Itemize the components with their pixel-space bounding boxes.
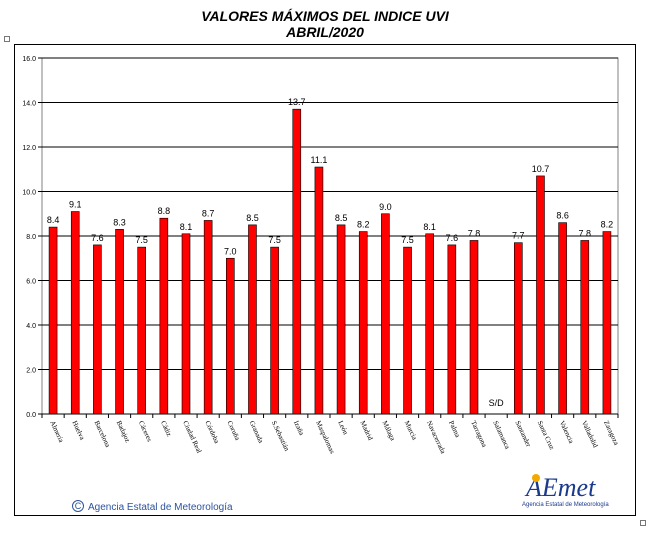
aemet-logo-icon: AEmet <box>524 473 596 502</box>
y-tick-label: 10.0 <box>22 190 36 197</box>
x-category-label: Maspalomas <box>314 419 336 455</box>
bar-18 <box>447 244 457 415</box>
x-category-label: Almería <box>48 419 65 444</box>
bar-value-label: 8.4 <box>47 215 60 225</box>
bar-3 <box>115 229 124 415</box>
bar-9 <box>248 224 257 415</box>
bar-value-label: 8.3 <box>113 217 126 227</box>
bar-value-label: 8.7 <box>202 208 215 218</box>
x-category-label: Badajoz <box>115 419 132 443</box>
bar-value-label: 13.7 <box>288 97 306 107</box>
x-category-label: Cádiz <box>159 419 173 437</box>
chart-subtitle: ABRIL/2020 <box>286 24 364 40</box>
x-category-label: Barcelona <box>93 419 113 449</box>
bar-16 <box>403 246 412 415</box>
x-category-label: Izaña <box>292 419 306 437</box>
bar-6 <box>181 233 191 415</box>
chart-title: VALORES MÁXIMOS DEL INDICE UVI <box>201 8 449 24</box>
x-category-label: Ciudad Real <box>181 419 203 454</box>
bar-value-label: 7.5 <box>268 235 281 245</box>
bar-value-label: 7.7 <box>512 231 525 241</box>
bar-19 <box>469 240 479 415</box>
bar-23 <box>558 222 567 415</box>
bar-value-label: 8.5 <box>246 213 259 223</box>
x-category-label: Santander <box>513 419 532 448</box>
y-tick-label: 4.0 <box>26 323 36 330</box>
y-tick-label: 6.0 <box>26 279 36 286</box>
x-category-label: Tarragona <box>469 419 489 449</box>
bar-4 <box>137 246 146 415</box>
x-category-label: Valencia <box>558 419 576 445</box>
bar-value-label: 7.5 <box>401 235 414 245</box>
bar-value-label: 8.8 <box>158 206 171 216</box>
bar-0 <box>48 226 58 415</box>
y-tick-label: 0.0 <box>26 412 36 419</box>
x-category-label: Salamanca <box>491 419 511 451</box>
bar-1 <box>70 211 80 415</box>
bar-11 <box>292 108 302 415</box>
bar-24 <box>580 240 590 415</box>
bar-7 <box>203 220 213 415</box>
bar-13 <box>336 224 346 415</box>
x-category-label: S.Sebastián <box>270 419 291 452</box>
aemet-logo-subtitle: Agencia Estatal de Meteorología <box>522 502 609 508</box>
bar-15 <box>381 213 390 415</box>
bar-value-label: 8.5 <box>335 213 348 223</box>
bar-value-label: 8.6 <box>556 211 569 221</box>
x-category-label: Huelva <box>70 419 86 442</box>
copyright-icon: C <box>72 500 84 512</box>
x-category-label: Madrid <box>358 419 374 442</box>
bar-17 <box>425 233 434 415</box>
bar-2 <box>93 244 102 415</box>
bar-value-label: 10.7 <box>532 164 550 174</box>
x-category-label: Palma <box>447 419 462 439</box>
bar-value-label: 7.8 <box>468 228 481 238</box>
bar-value-label: 8.2 <box>357 220 370 230</box>
chart-resize-handle-top-left[interactable] <box>4 36 10 42</box>
x-category-label: Málaga <box>381 419 397 442</box>
agency-footer-text: Agencia Estatal de Meteorología <box>88 502 233 513</box>
x-category-label: Zaragoza <box>602 419 621 447</box>
x-category-label: Coruña <box>225 419 241 442</box>
bar-value-label: 8.2 <box>601 220 614 230</box>
y-tick-label: 16.0 <box>22 56 36 63</box>
bar-value-label: 8.1 <box>180 222 193 232</box>
x-category-label: Murcia <box>403 419 419 442</box>
x-category-label: León <box>336 419 350 436</box>
bar-21 <box>514 242 523 415</box>
bar-value-label: 7.0 <box>224 246 237 256</box>
x-category-label: Cáceres <box>137 419 154 443</box>
bar-25 <box>602 231 612 415</box>
bar-value-label: 7.6 <box>446 233 459 243</box>
bar-value-label: 11.1 <box>310 155 327 165</box>
bar-value-label: 9.0 <box>379 202 392 212</box>
chart-resize-handle-bottom-right[interactable] <box>640 520 646 526</box>
bar-5 <box>159 217 169 415</box>
bar-value-label: 7.5 <box>135 235 148 245</box>
bar-value-label: 7.6 <box>91 233 104 243</box>
bar-14 <box>358 231 368 415</box>
y-tick-label: 8.0 <box>26 234 36 241</box>
x-category-label: Santa Cruz <box>536 419 556 450</box>
no-data-label: S/D <box>489 398 505 408</box>
y-tick-label: 12.0 <box>22 145 36 152</box>
bar-value-label: 7.8 <box>579 228 592 238</box>
bar-value-label: 8.1 <box>423 222 436 232</box>
y-tick-label: 2.0 <box>26 368 36 375</box>
x-category-label: Valladolid <box>580 419 600 449</box>
y-tick-label: 14.0 <box>22 101 36 108</box>
x-category-label: Navacerrada <box>425 419 448 455</box>
bar-10 <box>270 246 279 415</box>
bar-8 <box>226 257 235 415</box>
bar-12 <box>314 166 324 415</box>
bar-22 <box>536 175 545 415</box>
x-category-label: Córdoba <box>203 419 221 445</box>
x-category-label: Granada <box>248 419 266 445</box>
bar-value-label: 9.1 <box>69 200 82 210</box>
